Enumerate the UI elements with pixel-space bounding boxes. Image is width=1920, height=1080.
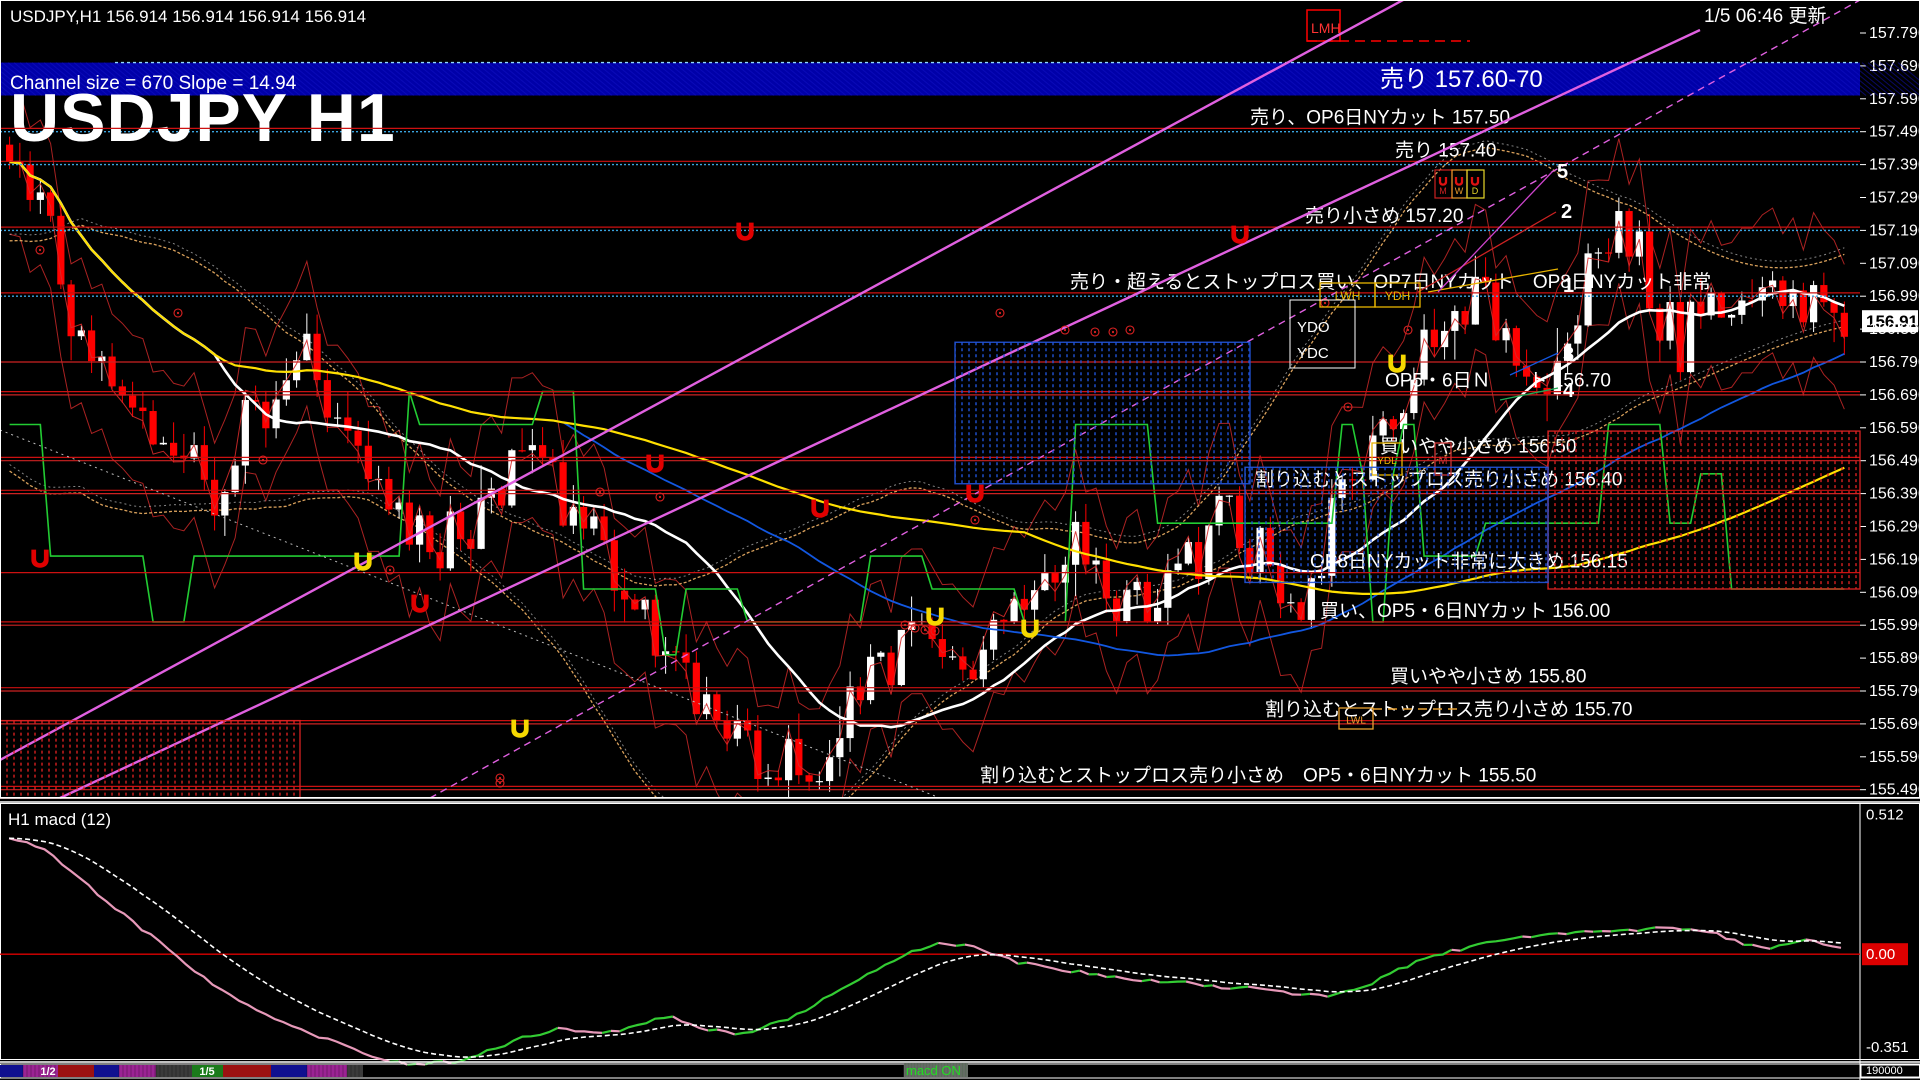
svg-text:1/2: 1/2: [40, 1066, 55, 1078]
svg-text:1: 1: [1563, 275, 1574, 297]
svg-text:156.490: 156.490: [1869, 453, 1920, 470]
svg-text:W: W: [1455, 186, 1464, 196]
svg-text:190000: 190000: [1866, 1065, 1903, 1077]
svg-text:157.190: 157.190: [1869, 222, 1920, 239]
svg-text:USDJPY H1: USDJPY H1: [10, 80, 396, 156]
svg-text:USDJPY,H1 156.914 156.914 156: USDJPY,H1 156.914 156.914 156.914 156.91…: [10, 7, 366, 26]
svg-text:買いやや小さめ 155.80: 買いやや小さめ 155.80: [1390, 666, 1586, 688]
svg-text:155.890: 155.890: [1869, 650, 1920, 667]
svg-text:LWH: LWH: [1335, 289, 1361, 303]
svg-text:OP5・6日Ｎ ト 156.70: OP5・6日Ｎ ト 156.70: [1385, 371, 1611, 392]
svg-text:157.790: 157.790: [1869, 25, 1920, 42]
svg-text:YDO: YDO: [1297, 319, 1330, 336]
svg-text:買い、OP5・6日NYカット 156.00: 買い、OP5・6日NYカット 156.00: [1320, 601, 1610, 622]
svg-text:H1 macd (12): H1 macd (12): [8, 810, 111, 829]
svg-text:M: M: [1439, 186, 1447, 196]
svg-text:0.512: 0.512: [1866, 807, 1904, 824]
svg-text:156.990: 156.990: [1869, 288, 1920, 305]
svg-text:155.690: 155.690: [1869, 716, 1920, 733]
svg-text:156.290: 156.290: [1869, 519, 1920, 536]
svg-text:1/5 06:46 更新: 1/5 06:46 更新: [1704, 5, 1827, 27]
svg-text:買いやや小さめ 156.50: 買いやや小さめ 156.50: [1380, 435, 1576, 457]
svg-text:157.490: 157.490: [1869, 124, 1920, 141]
svg-text:155.590: 155.590: [1869, 749, 1920, 766]
svg-text:155.490: 155.490: [1869, 782, 1920, 799]
svg-text:156.390: 156.390: [1869, 486, 1920, 503]
svg-text:M: M: [1438, 455, 1447, 467]
svg-text:割り込むとストップロス売り小さめ OP5・6日NYカット 1: 割り込むとストップロス売り小さめ OP5・6日NYカット 155.50: [980, 764, 1536, 786]
svg-text:157.090: 157.090: [1869, 255, 1920, 272]
svg-text:LMH: LMH: [1311, 20, 1341, 36]
svg-text:157.690: 157.690: [1869, 58, 1920, 75]
svg-text:1/5: 1/5: [199, 1066, 214, 1078]
svg-text:4: 4: [1563, 380, 1575, 402]
svg-text:売り小さめ 157.20: 売り小さめ 157.20: [1305, 205, 1463, 227]
svg-text:156.890: 156.890: [1869, 321, 1920, 338]
svg-text:155.790: 155.790: [1869, 683, 1920, 700]
svg-text:157.290: 157.290: [1869, 190, 1920, 207]
svg-text:156.790: 156.790: [1869, 354, 1920, 371]
svg-text:-0.351: -0.351: [1866, 1039, 1909, 1056]
svg-text:157.590: 157.590: [1869, 91, 1920, 108]
svg-text:D: D: [1472, 186, 1479, 196]
svg-text:156.590: 156.590: [1869, 420, 1920, 437]
svg-text:YDH: YDH: [1385, 289, 1410, 303]
svg-text:YDC: YDC: [1297, 345, 1329, 362]
svg-text:156.690: 156.690: [1869, 387, 1920, 404]
svg-text:3: 3: [1563, 344, 1574, 366]
svg-text:157.390: 157.390: [1869, 157, 1920, 174]
svg-text:5: 5: [1557, 161, 1568, 183]
svg-text:macd ON: macd ON: [906, 1063, 961, 1078]
svg-text:156.090: 156.090: [1869, 584, 1920, 601]
svg-text:155.990: 155.990: [1869, 617, 1920, 634]
svg-text:156.190: 156.190: [1869, 551, 1920, 568]
svg-text:割り込むとストップロス売り小さめ 156.40: 割り込むとストップロス売り小さめ 156.40: [1255, 468, 1622, 490]
svg-text:0.00: 0.00: [1866, 946, 1895, 963]
svg-text:売り 157.60-70: 売り 157.60-70: [1380, 66, 1543, 93]
svg-text:LWL: LWL: [1346, 716, 1366, 727]
svg-text:売り、OP6日NYカット 157.50: 売り、OP6日NYカット 157.50: [1250, 106, 1510, 128]
svg-text:2: 2: [1561, 201, 1572, 223]
svg-text:YDL: YDL: [1377, 456, 1397, 467]
